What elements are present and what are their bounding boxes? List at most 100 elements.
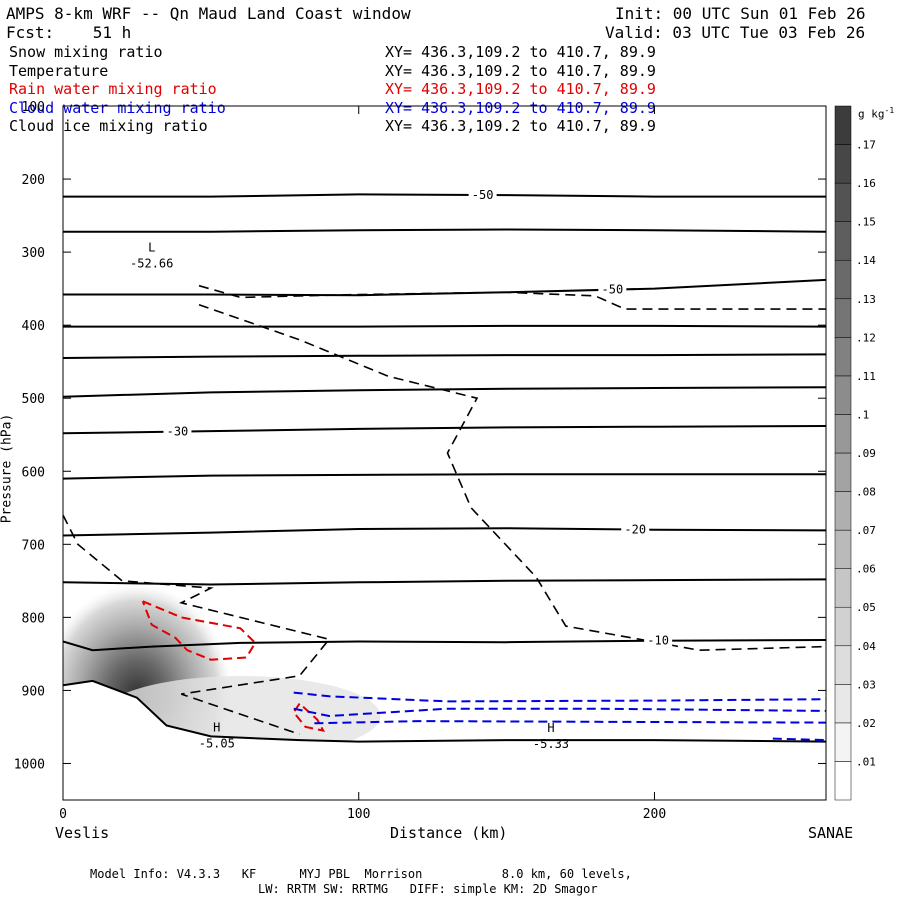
field-xy: XY= 436.3,109.2 to 410.7, 89.9: [385, 117, 656, 135]
y-tick-label: 700: [22, 538, 45, 553]
y-tick-label: 300: [22, 246, 45, 261]
y-tick-label: 400: [22, 319, 45, 334]
colorbar-label: .07: [856, 524, 876, 537]
forecast-hour: Fcst: 51 h: [6, 23, 132, 42]
isotherm-label-bg: [598, 282, 627, 297]
y-tick-label: 500: [22, 392, 45, 407]
field-xy: XY= 436.3,109.2 to 410.7, 89.9: [385, 80, 656, 98]
valid-time: Valid: 03 UTC Tue 03 Feb 26: [605, 23, 866, 42]
field-xy: XY= 436.3,109.2 to 410.7, 89.9: [385, 61, 656, 80]
model-physics: LW: RRTM SW: RRTMG DIFF: simple KM: 2D S…: [258, 882, 598, 896]
isotherm-label-bg: [468, 188, 497, 203]
colorbar-unit-exponent: -1: [884, 106, 895, 115]
y-tick-label: 600: [22, 465, 45, 480]
rain-water-contour: [141, 600, 257, 661]
colorbar-swatch: [834, 645, 852, 685]
colorbar-label: .01: [856, 755, 876, 768]
temperature-isotherm: [63, 228, 826, 233]
colorbar-label: .14: [856, 254, 876, 267]
colorbar-label: .13: [856, 293, 876, 306]
colorbar-swatch: [834, 337, 852, 377]
y-axis-label: Pressure (hPa): [0, 413, 15, 524]
field-name: Temperature: [9, 61, 109, 80]
cloud-ice-contour: [198, 284, 826, 310]
y-tick-label: 900: [22, 684, 45, 699]
right-endpoint: SANAE: [808, 824, 854, 842]
cloud-ice-contour: [63, 514, 331, 736]
cloud-water-contour: [293, 691, 826, 703]
temperature-isotherm: [63, 324, 826, 328]
extremum-value: -5.33: [533, 737, 569, 751]
colorbar-swatch: [834, 529, 852, 569]
colorbar-swatch: [834, 182, 852, 222]
colorbar-label: .09: [856, 447, 876, 460]
field-xy: XY= 436.3,109.2 to 410.7, 89.9: [385, 98, 656, 117]
colorbar-swatch: [834, 761, 852, 801]
plot-frame: [62, 105, 827, 801]
colorbar-swatch: [834, 375, 852, 415]
extremum-value: -52.66: [130, 256, 173, 270]
left-endpoint: Veslis: [55, 824, 110, 842]
colorbar-swatch: [834, 298, 852, 338]
isotherm-label-bg: [163, 424, 192, 439]
chart-title: AMPS 8-km WRF -- Qn Maud Land Coast wind…: [6, 4, 411, 23]
temperature-isotherm: [63, 679, 826, 743]
temperature-isotherm: [63, 353, 826, 359]
isotherm-label: -50: [602, 283, 624, 297]
colorbar-swatch: [834, 144, 852, 184]
x-tick-label: 0: [59, 807, 67, 822]
colorbar-label: .15: [856, 216, 876, 229]
colorbar-swatch: [834, 606, 852, 647]
y-tick-label: 800: [22, 611, 45, 626]
colorbar-swatch: [834, 491, 852, 531]
colorbar-swatch: [834, 452, 852, 492]
colorbar-swatch: [834, 259, 852, 300]
colorbar-label: .11: [856, 370, 876, 383]
colorbar-label: .03: [856, 678, 876, 691]
colorbar-label: .05: [856, 601, 876, 614]
rain-water-contour: [292, 702, 326, 733]
field-name: Snow mixing ratio: [9, 43, 163, 61]
colorbar-label: .1: [856, 408, 869, 421]
colorbar-swatch: [834, 684, 852, 724]
colorbar-swatch: [834, 414, 852, 454]
temperature-isotherm: [63, 193, 826, 198]
extremum-type: H: [547, 721, 554, 735]
field-name: Cloud ice mixing ratio: [9, 117, 208, 135]
colorbar-label: .02: [856, 717, 876, 730]
colorbar-unit-text: g kg: [858, 107, 885, 121]
colorbar-label: .08: [856, 486, 876, 499]
terrain-mask: [63, 680, 826, 800]
y-tick-label: 100: [22, 100, 45, 115]
x-tick-label: 200: [643, 807, 666, 822]
x-axis-label: Distance (km): [390, 824, 508, 842]
colorbar-swatch: [834, 105, 852, 145]
field-xy: XY= 436.3,109.2 to 410.7, 89.9: [385, 43, 656, 61]
colorbar-swatch: [834, 722, 852, 762]
extremum-type: H: [213, 720, 220, 734]
x-tick-label: 100: [347, 807, 370, 822]
temperature-isotherm: [63, 578, 826, 586]
colorbar-label: .12: [856, 331, 876, 344]
model-info: Model Info: V4.3.3 KF MYJ PBL Morrison 8…: [90, 867, 632, 881]
temperature-isotherm: [63, 278, 826, 297]
temperature-isotherm: [63, 527, 826, 537]
field-name: Cloud water mixing ratio: [9, 98, 226, 117]
cloud-water-contour: [772, 737, 826, 742]
colorbar-unit: g kg-1: [858, 102, 894, 123]
isotherm-label: -20: [624, 523, 646, 537]
colorbar-label: .16: [856, 177, 876, 190]
y-tick-label: 200: [22, 173, 45, 188]
cloud-water-contour: [314, 720, 826, 725]
extremum-value: -5.05: [199, 736, 235, 750]
cloud-water-contour: [293, 707, 826, 718]
temperature-isotherm: [63, 639, 826, 652]
isotherm-label-bg: [644, 633, 673, 648]
colorbar-label: .04: [856, 640, 876, 653]
init-time: Init: 00 UTC Sun 01 Feb 26: [615, 4, 866, 23]
temperature-isotherm: [63, 473, 826, 480]
y-tick-label: 1000: [14, 757, 45, 772]
isotherm-label: -50: [472, 188, 494, 202]
extremum-type: L: [148, 240, 155, 254]
